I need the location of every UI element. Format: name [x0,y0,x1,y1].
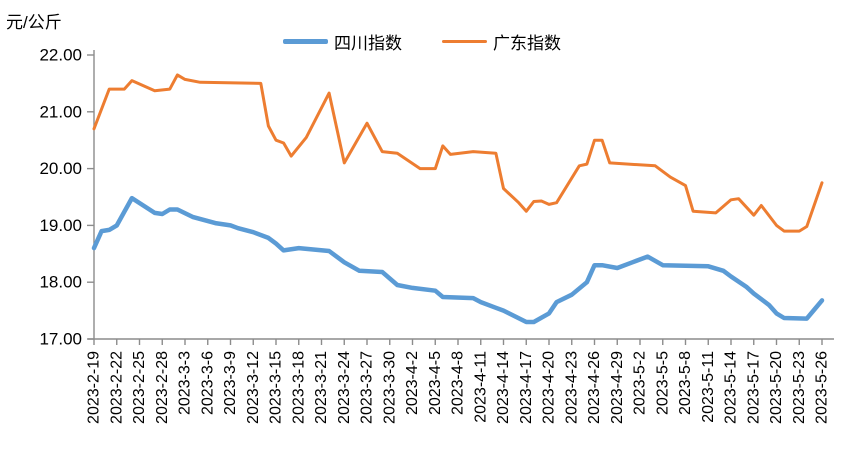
x-tick-label: 2023-4-8 [450,351,467,415]
y-tick-label: 17.00 [39,330,82,349]
x-tick-label: 2023-4-2 [404,351,421,415]
y-tick-label: 19.00 [39,216,82,235]
x-tick-label: 2023-5-5 [654,351,671,415]
x-tick-label: 2023-5-2 [632,351,649,415]
x-tick-label: 2023-3-30 [381,351,398,424]
y-tick-label: 20.00 [39,159,82,178]
series-line-guangdong [92,73,824,233]
y-tick-label: 18.00 [39,273,82,292]
y-tick-label: 22.00 [39,46,82,65]
x-tick-label: 2023-5-11 [700,351,717,423]
x-tick-label: 2023-5-14 [723,351,740,424]
x-tick-label: 2023-4-14 [495,351,512,424]
x-tick-label: 2023-5-17 [745,351,762,424]
legend-item-sichuan: 四川指数 [283,29,402,54]
x-tick-label: 2023-3-24 [336,351,353,424]
series-line-sichuan [91,195,825,325]
legend-line-guangdong [442,40,487,43]
x-tick-label: 2023-2-22 [108,351,125,424]
x-tick-label: 2023-2-19 [86,351,103,424]
legend: 四川指数 广东指数 [283,29,561,54]
x-tick-label: 2023-4-20 [541,351,558,424]
y-axis-unit-label: 元/公斤 [6,13,62,32]
x-tick-label: 2023-3-3 [177,351,194,415]
x-tick-label: 2023-3-18 [290,351,307,424]
x-tick-label: 2023-3-12 [245,351,262,424]
x-tick-label: 2023-5-23 [791,351,808,424]
x-tick-label: 2023-4-11 [472,351,489,423]
x-tick-label: 2023-5-8 [677,351,694,415]
legend-label-guangdong: 广东指数 [493,34,561,53]
x-tick-label: 2023-2-25 [131,351,148,424]
x-tick-label: 2023-4-26 [586,351,603,424]
x-tick-label: 2023-4-17 [518,351,535,424]
x-tick-label: 2023-5-20 [768,351,785,424]
y-tick-label: 21.00 [39,102,82,121]
x-tick-label: 2023-3-21 [313,351,330,424]
x-tick-label: 2023-2-28 [154,351,171,424]
x-tick-label: 2023-3-9 [222,351,239,415]
legend-line-sichuan [283,39,328,44]
x-tick-label: 2023-4-5 [427,351,444,415]
x-tick-label: 2023-3-6 [199,351,216,415]
x-tick-label: 2023-3-15 [268,351,285,424]
legend-item-guangdong: 广东指数 [442,29,561,54]
x-tick-label: 2023-4-29 [609,351,626,424]
x-tick-label: 2023-4-23 [563,351,580,424]
x-tick-label: 2023-5-26 [814,351,831,424]
x-tick-label: 2023-3-27 [359,351,376,424]
legend-label-sichuan: 四川指数 [334,34,402,53]
